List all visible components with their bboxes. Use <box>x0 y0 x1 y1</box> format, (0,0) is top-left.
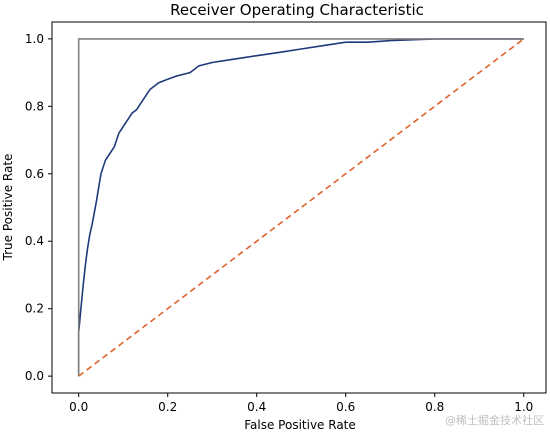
x-axis-label: False Positive Rate <box>244 418 356 432</box>
chart-title: Receiver Operating Characteristic <box>170 1 424 19</box>
x-tick-label: 0.8 <box>425 400 444 414</box>
plot-frame <box>51 21 547 394</box>
x-tick-label: 0.6 <box>336 400 355 414</box>
plot-area: 0.0 0.2 0.4 0.6 0.8 1.0 0.0 0.2 0.4 0.6 0.8 1.0 <box>25 21 547 414</box>
watermark: @稀土掘金技术社区 <box>445 414 544 427</box>
series-line-2 <box>77 38 524 377</box>
x-tick-label: 0.2 <box>158 400 177 414</box>
x-tick-label: 0.0 <box>69 400 88 414</box>
y-tick-label: 0.4 <box>25 234 44 248</box>
y-tick-label: 1.0 <box>25 32 44 46</box>
x-tick-label: 0.4 <box>247 400 266 414</box>
y-axis-label: True Positive Rate <box>1 154 15 262</box>
y-tick-label: 0.2 <box>25 302 44 316</box>
series-line-1 <box>77 38 524 377</box>
series-line-3 <box>78 38 525 377</box>
y-tick-label: 0.8 <box>25 99 44 113</box>
y-tick-label: 0.0 <box>25 369 44 383</box>
x-tick-label: 1.0 <box>514 400 533 414</box>
y-tick-label: 0.6 <box>25 167 44 181</box>
